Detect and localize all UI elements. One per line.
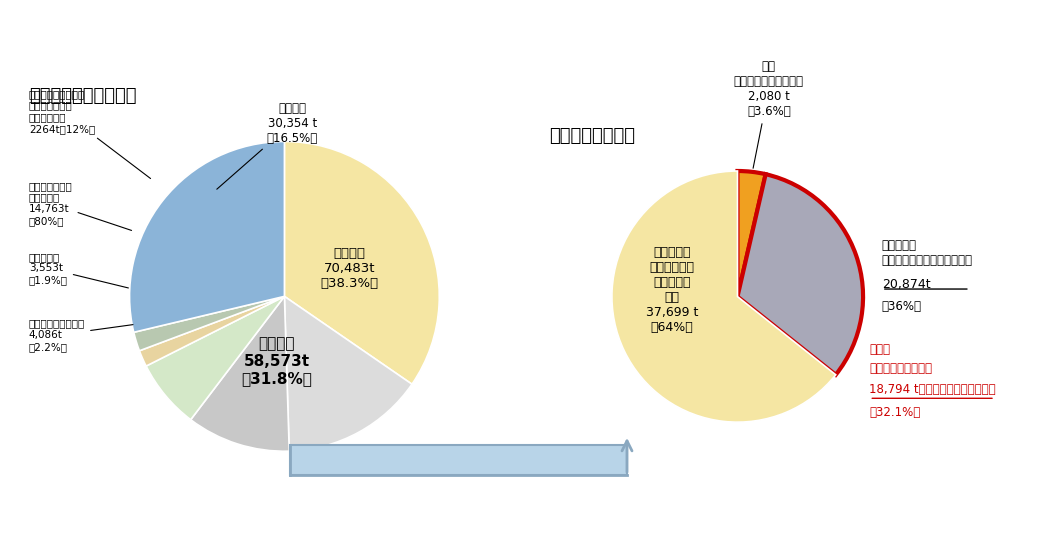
Wedge shape (134, 296, 284, 351)
Wedge shape (191, 296, 289, 451)
Wedge shape (284, 296, 412, 451)
Wedge shape (130, 141, 284, 332)
Text: 生ごみ：
70,483t
（38.3%）: 生ごみ： 70,483t （38.3%） (320, 247, 378, 290)
Text: （36%）: （36%） (882, 300, 922, 313)
Text: （紙ごみの内訳）: （紙ごみの内訳） (549, 127, 635, 145)
Text: 缶・びん・ペットボ
トル、小型金属
スプレー缶：
2264t（12%）: 缶・びん・ペットボ トル、小型金属 スプレー缶： 2264t（12%） (29, 89, 151, 179)
Wedge shape (737, 174, 863, 375)
Wedge shape (146, 296, 284, 419)
Text: プラスチック製
容器包装：
14,763t
（80%）: プラスチック製 容器包装： 14,763t （80%） (29, 181, 132, 231)
Text: （燃やすごみの内訳）: （燃やすごみの内訳） (29, 87, 136, 105)
Text: その他：
30,354 t
（16.5%）: その他： 30,354 t （16.5%） (216, 102, 318, 189)
Wedge shape (737, 171, 766, 296)
Text: 古紙
【新聞，ダンボール】
2,080 t
（3.6%）: 古紙 【新聞，ダンボール】 2,080 t （3.6%） (734, 60, 804, 169)
Bar (290, 445, 627, 475)
Wedge shape (284, 141, 439, 384)
Text: 衣類・身の回り品：
4,086t
（2.2%）: 衣類・身の回り品： 4,086t （2.2%） (29, 318, 133, 351)
Text: 紙ごみ：
58,573t
（31.8%）: 紙ごみ： 58,573t （31.8%） (241, 337, 313, 386)
Text: 18,794 t（燃やすごみの約１割）: 18,794 t（燃やすごみの約１割） (869, 383, 996, 396)
Text: 【紙箱，包装紙等】: 【紙箱，包装紙等】 (869, 362, 932, 375)
Text: リサイクル
できるもの（古紙＋雑がみ）: リサイクル できるもの（古紙＋雑がみ） (882, 239, 973, 266)
Wedge shape (611, 171, 835, 422)
Text: 20,874t: 20,874t (882, 278, 930, 291)
Wedge shape (139, 296, 284, 366)
Text: 剪定枝等：
3,553t
（1.9%）: 剪定枝等： 3,553t （1.9%） (29, 252, 129, 288)
Text: リサイクル
できないもの
（汚れた紙
等）
37,699 t
（64%）: リサイクル できないもの （汚れた紙 等） 37,699 t （64%） (646, 246, 698, 334)
Text: （32.1%）: （32.1%） (869, 406, 921, 419)
Text: 雑がみ: 雑がみ (869, 343, 890, 356)
